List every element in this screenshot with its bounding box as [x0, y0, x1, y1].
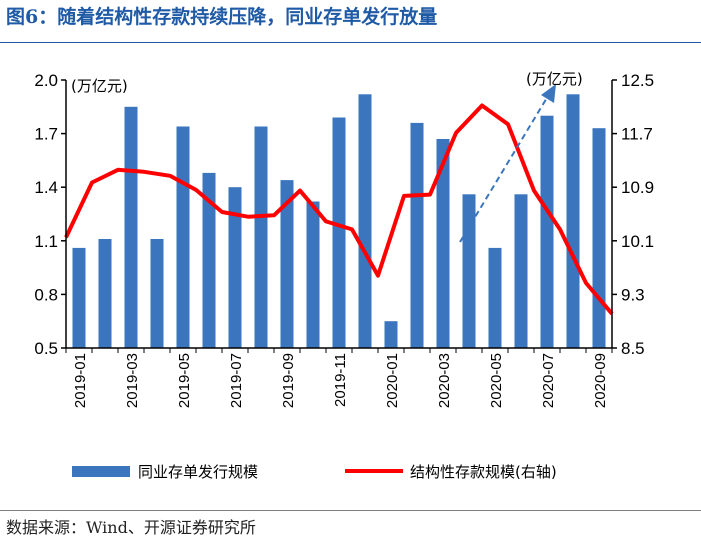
- left-tick-label: 1.4: [34, 178, 58, 197]
- legend-bar-swatch: [72, 466, 130, 477]
- trend-arrow-head: [541, 84, 556, 103]
- right-tick-label: 12.5: [621, 71, 654, 90]
- left-tick-label: 0.8: [34, 285, 58, 304]
- bar: [228, 187, 242, 348]
- x-tick-label: 2019-07: [228, 353, 245, 408]
- left-tick-label: 2.0: [34, 71, 58, 90]
- bar: [384, 321, 398, 348]
- right-tick-label: 10.9: [621, 178, 654, 197]
- bar: [488, 247, 502, 348]
- x-tick-label: 2020-05: [488, 353, 505, 408]
- right-tick-label: 8.5: [621, 339, 645, 358]
- legend-bar-label: 同业存单发行规模: [138, 463, 258, 481]
- left-unit-label: (万亿元): [71, 77, 128, 95]
- bar: [592, 128, 606, 348]
- x-tick-label: 2019-05: [176, 353, 193, 408]
- left-tick-label: 0.5: [34, 339, 58, 358]
- left-tick-label: 1.7: [34, 125, 58, 144]
- bar: [124, 106, 138, 348]
- bar: [410, 122, 424, 349]
- x-tick-label: 2019-03: [124, 353, 141, 408]
- bar: [436, 139, 450, 348]
- x-tick-label: 2020-01: [384, 353, 401, 408]
- right-unit-label: (万亿元): [526, 70, 583, 88]
- bar: [150, 239, 164, 348]
- bar: [566, 94, 580, 348]
- bar: [306, 201, 320, 348]
- axes: 2.0 1.7 1.4 1.1 0.8 0.5 12.5 11.7 10.9 10.1 9.3 8.5…: [34, 71, 654, 408]
- x-tick-label: 2020-09: [592, 353, 609, 408]
- trend-arrow: [459, 84, 556, 243]
- right-tick-label: 9.3: [621, 285, 645, 304]
- bar: [358, 94, 372, 348]
- x-tick-label: 2020-07: [540, 353, 557, 408]
- bar: [280, 180, 294, 348]
- line-series: [64, 103, 614, 316]
- chart: 2.0 1.7 1.4 1.1 0.8 0.5 12.5 11.7 10.9 10.1 9.3 8.5…: [34, 70, 654, 481]
- x-tick-label: 2020-03: [436, 353, 453, 408]
- bar: [202, 172, 216, 348]
- x-tick-label: 2019-01: [72, 353, 89, 408]
- bar-series: [72, 94, 606, 349]
- source-rule: [0, 510, 701, 511]
- bar: [540, 115, 554, 348]
- bar: [98, 239, 112, 348]
- legend-line-label: 结构性存款规模(右轴): [410, 463, 557, 481]
- trend-arrow-line: [459, 95, 549, 243]
- bar: [332, 117, 346, 348]
- right-tick-label: 10.1: [621, 232, 654, 251]
- legend: 同业存单发行规模 结构性存款规模(右轴): [72, 463, 557, 481]
- figure-title: 图6：随着结构性存款持续压降，同业存单发行放量: [6, 6, 438, 28]
- x-tick-label: 2019-11: [332, 353, 349, 407]
- title-rule: [0, 42, 701, 43]
- source-note: 数据来源：Wind、开源证券研究所: [6, 518, 256, 537]
- bar: [254, 126, 268, 348]
- bar: [176, 126, 190, 348]
- right-tick-label: 11.7: [621, 125, 653, 144]
- bar: [462, 194, 476, 348]
- x-tick-label: 2019-09: [280, 353, 297, 408]
- bar: [514, 194, 528, 348]
- left-tick-label: 1.1: [34, 232, 58, 251]
- bar: [72, 247, 86, 348]
